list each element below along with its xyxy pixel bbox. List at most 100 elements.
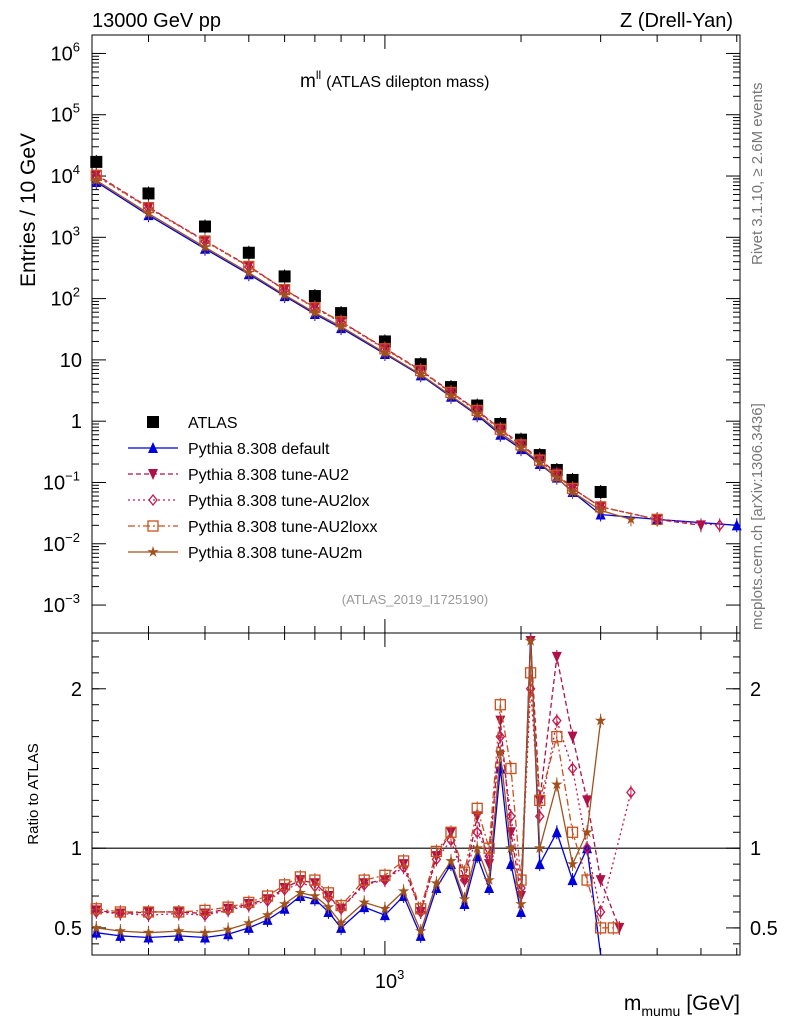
series-au2m [90,173,637,527]
y-tick-label-upper: 10 [60,350,82,372]
data-point-atlas [198,220,211,233]
y-tick-base: 10 [51,105,73,127]
data-point-au2m [335,320,347,332]
x-tick-label-base: 10 [375,971,397,993]
legend-label-default: Pythia 8.308 default [188,441,330,458]
header-right: Z (Drell-Yan) [620,10,733,32]
data-point-au2 [567,731,578,743]
upper-panel-frame [91,34,741,634]
data-point-au2m [551,778,563,790]
legend-marker-au2m [147,546,159,557]
data-point-au2loxx [505,762,517,775]
xlabel-sub: mumu [641,1003,680,1019]
data-point-au2lox [143,909,154,922]
legend-marker-au2 [148,469,158,480]
data-point-au2m [458,893,471,905]
y-tick-label-upper: 10−3 [43,591,80,617]
series-au2 [91,167,706,533]
y-tick-label-lower: 0.5 [54,918,82,940]
xlabel-main: m [624,992,642,1015]
y-tick-exp: 5 [73,101,80,116]
data-point-au2m [142,926,155,938]
data-point-au2loxx [651,513,663,526]
data-point-au2loxx [607,922,619,934]
data-point-au2loxx [114,906,127,918]
data-point-au2 [472,811,483,823]
data-point-au2loxx [142,906,155,918]
y-tick-label-upper: 103 [51,223,80,249]
data-point-au2m [505,842,517,854]
y-tick-base: 10 [43,534,65,556]
data-point-au2lox [567,762,578,775]
data-point-au2loxx [515,874,527,886]
y-tick-base: 10 [43,472,65,494]
series-au2m [90,633,607,940]
y-tick-label-upper: 102 [51,285,80,311]
series-line-au2 [95,174,702,526]
data-point-au2loxx [534,794,546,807]
legend-label-au2: Pythia 8.308 tune-AU2 [188,467,349,484]
x-tick-label: 103 [375,967,404,993]
legend-item-default: Pythia 8.308 default [128,441,330,458]
data-point-au2lox [91,905,102,919]
y-tick-label-upper: 105 [51,101,80,127]
data-point-au2loxx [222,901,234,913]
data-point-au2lox [415,905,426,919]
upper-title-main: m [300,71,316,92]
y-tick-label-lower-right: 0.5 [750,918,778,940]
y-tick-label-upper: 1 [71,411,82,433]
upper-ylabel: Entries / 10 GeV [17,133,40,287]
data-point-au2loxx [430,845,443,858]
data-point-au2lox [582,842,592,855]
data-point-au2m [515,441,527,453]
data-point-au2lox [626,786,636,799]
data-point-au2m [534,456,546,468]
upper-title-rest: (ATLAS dilepton mass) [326,74,489,91]
data-point-au2lox [279,883,290,896]
data-point-au2loxx [322,887,335,899]
data-point-au2loxx [309,874,321,886]
series-au2 [91,633,625,935]
data-point-au2 [582,795,593,807]
data-point-au2m [551,471,563,483]
data-point-atlas [278,270,291,283]
data-point-au2m [594,504,607,516]
data-point-au2loxx [199,904,211,917]
y-tick-label-upper: 104 [51,162,80,188]
data-point-au2m [581,826,593,838]
legend-item-au2lox: Pythia 8.308 tune-AU2lox [128,493,369,510]
data-point-au2m [379,902,391,914]
side-label-top: Rivet 3.1.10, ≥ 2.6M events [749,83,766,266]
data-point-au2 [495,715,506,727]
y-tick-base: 10 [43,595,65,617]
side-label-bottom: mcplots.cern.ch [arXiv:1306.3436] [749,403,766,630]
data-point-au2m [358,896,370,908]
data-point-au2lox [459,874,470,887]
legend-label-au2loxx: Pythia 8.308 tune-AU2loxx [188,519,377,536]
data-point-au2loxx [379,869,391,881]
data-point-atlas [594,485,607,498]
y-tick-base: 10 [51,166,73,188]
data-point-au2m [471,842,483,854]
analysis-label: (ATLAS_2019_I1725190) [342,592,488,607]
data-point-au2lox [359,878,370,891]
data-point-au2m [534,842,546,854]
data-point-au2loxx [445,826,457,838]
data-point-default [731,519,742,531]
series-line-au2 [96,640,620,929]
data-point-au2lox [380,874,390,887]
xlabel: mmumu [GeV] [624,992,740,1019]
data-point-au2loxx [566,826,579,838]
y-tick-label-upper: 10−2 [43,530,80,556]
data-point-au2lox [472,826,483,839]
data-point-au2loxx [494,699,506,711]
data-point-au2loxx [581,874,593,886]
data-point-au2loxx [551,730,563,743]
data-point-au2loxx [243,896,255,909]
y-tick-label-upper: 10−1 [43,468,80,494]
data-point-au2 [695,520,706,532]
data-point-au2m [445,389,457,401]
data-point-default [551,826,562,838]
data-point-au2m [243,917,255,928]
